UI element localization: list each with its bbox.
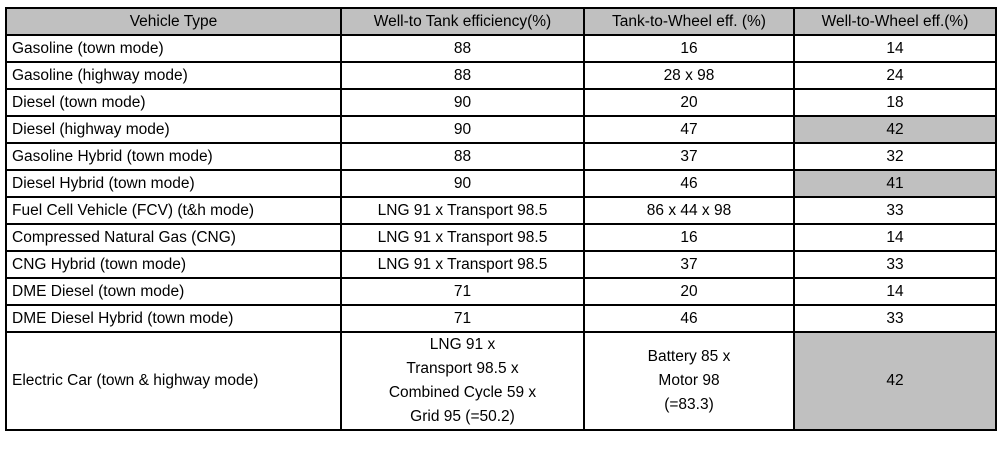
header-tank-to-wheel: Tank-to-Wheel eff. (%) <box>583 7 795 36</box>
table-row-electric-car: Electric Car (town & highway mode) LNG 9… <box>5 331 997 431</box>
well-to-tank-cell: LNG 91 x Transport 98.5 x Combined Cycle… <box>340 331 585 431</box>
well-to-tank-cell: LNG 91 x Transport 98.5 <box>340 223 585 252</box>
vehicle-type-cell: Electric Car (town & highway mode) <box>5 331 342 431</box>
tank-to-wheel-cell: 86 x 44 x 98 <box>583 196 795 225</box>
table-row: Diesel Hybrid (town mode) 90 46 41 <box>5 169 997 198</box>
table-row: CNG Hybrid (town mode) LNG 91 x Transport… <box>5 250 997 279</box>
well-to-tank-cell: 71 <box>340 277 585 306</box>
well-to-tank-cell: 88 <box>340 142 585 171</box>
tank-to-wheel-cell: 46 <box>583 169 795 198</box>
well-to-tank-cell: 90 <box>340 169 585 198</box>
header-row: Vehicle Type Well-to Tank efficiency(%) … <box>5 7 997 36</box>
header-well-to-tank: Well-to Tank efficiency(%) <box>340 7 585 36</box>
vehicle-type-cell: Fuel Cell Vehicle (FCV) (t&h mode) <box>5 196 342 225</box>
tank-to-wheel-cell: 20 <box>583 277 795 306</box>
well-to-tank-cell: 90 <box>340 115 585 144</box>
well-to-wheel-cell: 33 <box>793 304 997 333</box>
tank-to-wheel-cell: 47 <box>583 115 795 144</box>
tank-to-wheel-cell: 16 <box>583 223 795 252</box>
well-to-tank-cell: LNG 91 x Transport 98.5 <box>340 250 585 279</box>
header-well-to-wheel: Well-to-Wheel eff.(%) <box>793 7 997 36</box>
vehicle-type-cell: Gasoline (town mode) <box>5 34 342 63</box>
well-to-wheel-cell: 41 <box>793 169 997 198</box>
well-to-tank-cell: LNG 91 x Transport 98.5 <box>340 196 585 225</box>
tank-to-wheel-cell: 28 x 98 <box>583 61 795 90</box>
well-to-tank-cell: 90 <box>340 88 585 117</box>
table-row: Gasoline Hybrid (town mode) 88 37 32 <box>5 142 997 171</box>
wtt-line: Combined Cycle 59 x <box>388 384 537 401</box>
well-to-wheel-cell: 42 <box>793 331 997 431</box>
wtt-line: Transport 98.5 x <box>406 360 519 377</box>
well-to-tank-cell: 71 <box>340 304 585 333</box>
vehicle-type-cell: Gasoline (highway mode) <box>5 61 342 90</box>
efficiency-table: Vehicle Type Well-to Tank efficiency(%) … <box>5 7 997 431</box>
well-to-wheel-cell: 42 <box>793 115 997 144</box>
well-to-wheel-cell: 32 <box>793 142 997 171</box>
table-row: DME Diesel (town mode) 71 20 14 <box>5 277 997 306</box>
well-to-wheel-cell: 33 <box>793 250 997 279</box>
well-to-wheel-cell: 18 <box>793 88 997 117</box>
well-to-wheel-cell: 33 <box>793 196 997 225</box>
vehicle-type-cell: Diesel (highway mode) <box>5 115 342 144</box>
tank-to-wheel-cell: 46 <box>583 304 795 333</box>
ttw-line: Battery 85 x <box>647 348 731 365</box>
vehicle-type-cell: Diesel (town mode) <box>5 88 342 117</box>
well-to-wheel-cell: 24 <box>793 61 997 90</box>
well-to-tank-cell: 88 <box>340 61 585 90</box>
vehicle-type-cell: DME Diesel Hybrid (town mode) <box>5 304 342 333</box>
tank-to-wheel-cell: Battery 85 x Motor 98 (=83.3) <box>583 331 795 431</box>
wtt-line: Grid 95 (=50.2) <box>410 408 515 425</box>
vehicle-type-cell: Gasoline Hybrid (town mode) <box>5 142 342 171</box>
well-to-tank-cell: 88 <box>340 34 585 63</box>
well-to-wheel-cell: 14 <box>793 277 997 306</box>
tank-to-wheel-cell: 16 <box>583 34 795 63</box>
table-row: Gasoline (town mode) 88 16 14 <box>5 34 997 63</box>
table-row: Diesel (highway mode) 90 47 42 <box>5 115 997 144</box>
table-row: DME Diesel Hybrid (town mode) 71 46 33 <box>5 304 997 333</box>
tank-to-wheel-cell: 37 <box>583 250 795 279</box>
well-to-wheel-cell: 14 <box>793 223 997 252</box>
ttw-line: (=83.3) <box>664 396 714 413</box>
table-row: Fuel Cell Vehicle (FCV) (t&h mode) LNG 91… <box>5 196 997 225</box>
vehicle-type-cell: Diesel Hybrid (town mode) <box>5 169 342 198</box>
table-row: Compressed Natural Gas (CNG) LNG 91 x Tra… <box>5 223 997 252</box>
vehicle-type-cell: CNG Hybrid (town mode) <box>5 250 342 279</box>
tank-to-wheel-cell: 20 <box>583 88 795 117</box>
ttw-line: Motor 98 <box>658 372 720 389</box>
vehicle-type-cell: DME Diesel (town mode) <box>5 277 342 306</box>
table-row: Gasoline (highway mode) 88 28 x 98 24 <box>5 61 997 90</box>
well-to-wheel-cell: 14 <box>793 34 997 63</box>
wtt-line: LNG 91 x <box>429 336 496 353</box>
tank-to-wheel-cell: 37 <box>583 142 795 171</box>
table-row: Diesel (town mode) 90 20 18 <box>5 88 997 117</box>
vehicle-type-cell: Compressed Natural Gas (CNG) <box>5 223 342 252</box>
header-vehicle-type: Vehicle Type <box>5 7 342 36</box>
